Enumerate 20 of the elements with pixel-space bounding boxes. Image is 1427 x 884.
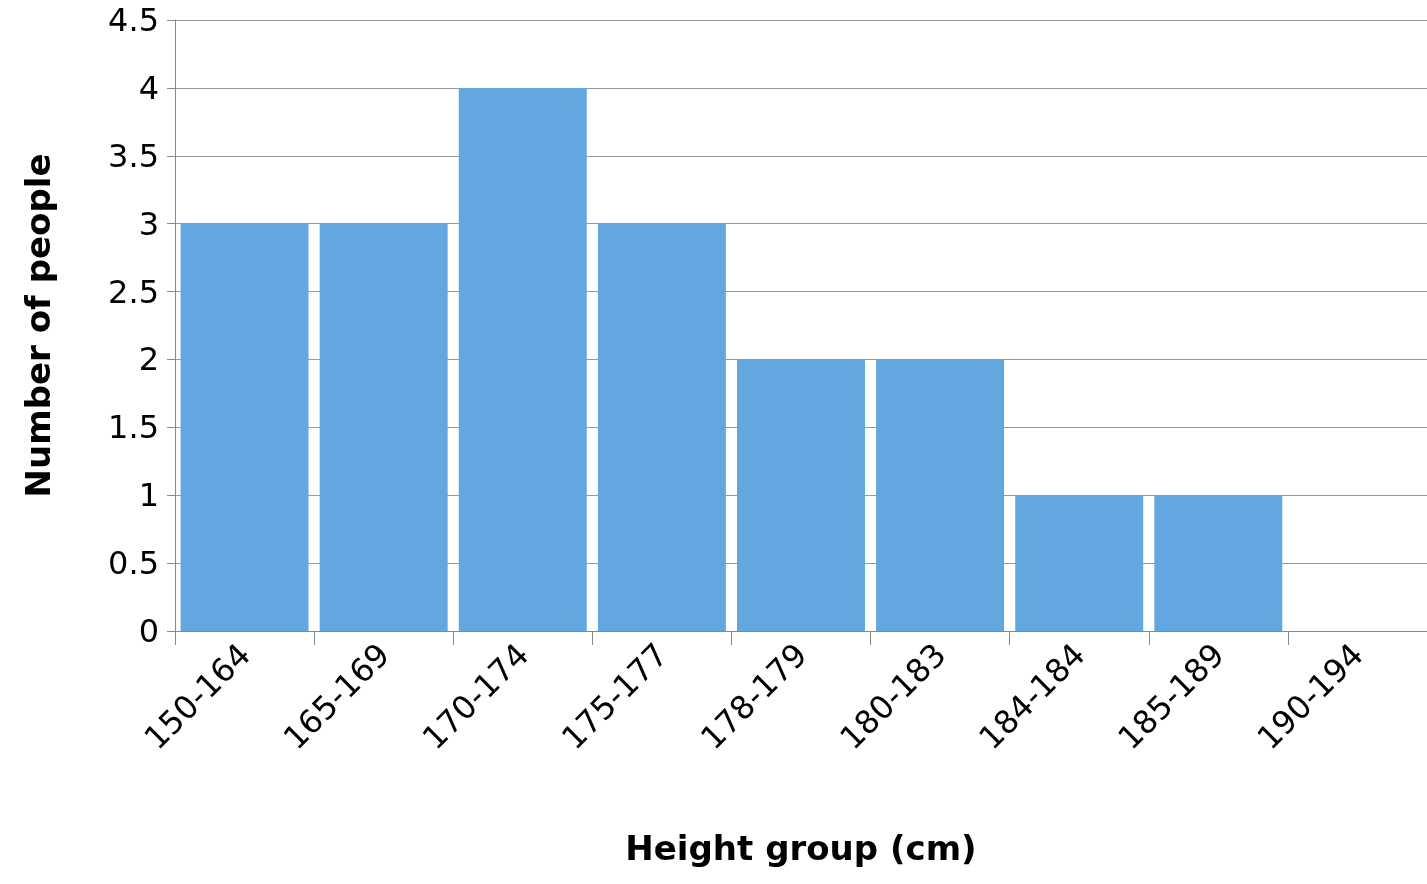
y-tick-label: 4 [138,68,159,107]
bar [180,223,309,631]
bar [1154,495,1283,631]
y-tick-label: 0.5 [108,544,159,583]
bar [319,223,448,631]
y-tick-label: 3.5 [108,136,159,175]
y-tick-label: 1.5 [108,408,159,447]
y-tick-label: 1 [138,476,159,515]
y-tick-label: 3 [138,204,159,243]
y-axis-title: Number of people [18,153,58,498]
bar [458,87,587,631]
bar [597,223,726,631]
bar [876,359,1005,631]
y-tick-label: 2 [138,340,159,379]
x-axis-title: Height group (cm) [625,828,977,868]
y-tick-label: 0 [138,612,159,650]
bar [737,359,865,631]
bar [1015,495,1144,631]
y-tick-label: 2.5 [108,272,159,311]
y-tick-label: 4.5 [108,1,159,39]
